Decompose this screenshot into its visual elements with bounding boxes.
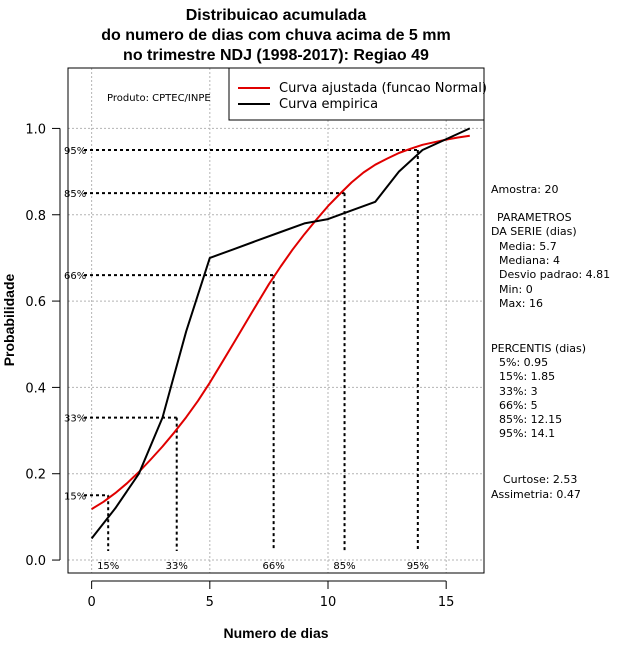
chart-title-line-2: do numero de dias com chuva acima de 5 m… (101, 27, 450, 44)
stat-mean: Media: 5.7 (499, 240, 557, 253)
stat-max: Max: 16 (499, 297, 543, 310)
chart-title-line-1: Distribuicao acumulada (186, 7, 367, 24)
legend-label-empirical: Curva empirica (279, 97, 378, 112)
legend-label-fitted: Curva ajustada (funcao Normal) (279, 81, 487, 96)
series-lines (90, 127, 471, 540)
chart-title-line-3: no trimestre NDJ (1998-2017): Regiao 49 (123, 47, 429, 64)
x-tick-label: 5 (206, 595, 214, 610)
percentile-label-x: 15% (97, 561, 119, 572)
stat-median: Mediana: 4 (499, 254, 560, 267)
percentile-label-y: 66% (64, 271, 86, 282)
fitted-normal-curve (91, 134, 470, 510)
percentile-label-x: 66% (263, 561, 285, 572)
stat-percentiles-heading: PERCENTIS (dias) (491, 342, 586, 355)
y-tick-label: 0.2 (25, 468, 46, 483)
percentile-label-x: 33% (166, 561, 188, 572)
stat-params-heading: PARAMETROS (497, 211, 572, 224)
stat-min: Min: 0 (499, 283, 533, 296)
y-tick-label: 0.6 (25, 295, 46, 310)
stat-p33: 33%: 3 (499, 385, 538, 398)
stat-p15: 15%: 1.85 (499, 370, 555, 383)
percentile-label-y: 33% (64, 414, 86, 425)
x-axis-title: Numero de dias (223, 625, 328, 641)
legend-box (228, 67, 485, 121)
percentile-label-y: 85% (64, 189, 86, 200)
stat-kurtosis: Curtose: 2.53 (503, 473, 577, 486)
empirical-curve (90, 127, 471, 540)
axes: 0 5 10 15 0.0 0.2 0.4 0.6 0.8 1.0 (25, 122, 454, 610)
stat-std-dev: Desvio padrao: 4.81 (499, 268, 610, 281)
percentile-label-y: 15% (64, 491, 86, 502)
percentile-label-y: 95% (64, 146, 86, 157)
x-tick-label: 10 (320, 595, 337, 610)
y-tick-label: 0.4 (25, 381, 46, 396)
stat-skewness: Assimetria: 0.47 (491, 488, 581, 501)
percentile-guides: 15% 15% 33% 33% 66% 66% 85% 85% 95% 95% (64, 146, 429, 572)
stat-p5: 5%: 0.95 (499, 356, 548, 369)
x-tick-label: 0 (87, 595, 95, 610)
legend: Curva ajustada (funcao Normal) Curva emp… (228, 67, 487, 121)
plot-frame (67, 67, 485, 574)
percentile-label-x: 85% (333, 561, 355, 572)
y-tick-label: 0.0 (25, 554, 46, 569)
y-tick-label: 0.8 (25, 209, 46, 224)
stats-panel: Amostra: 20 PARAMETROS DA SERIE (dias) M… (491, 183, 610, 501)
grid-lines (68, 68, 484, 573)
stat-p95: 95%: 14.1 (499, 427, 555, 440)
y-tick-label: 1.0 (25, 122, 46, 137)
stat-sample-size: Amostra: 20 (491, 183, 558, 196)
stat-params-heading-2: DA SERIE (dias) (491, 225, 577, 238)
producer-label: Produto: CPTEC/INPE (107, 93, 211, 104)
stat-p66: 66%: 5 (499, 399, 538, 412)
x-tick-label: 15 (438, 595, 455, 610)
percentile-label-x: 95% (407, 561, 429, 572)
stat-p85: 85%: 12.15 (499, 413, 562, 426)
y-axis-title: Probabilidade (1, 274, 17, 367)
